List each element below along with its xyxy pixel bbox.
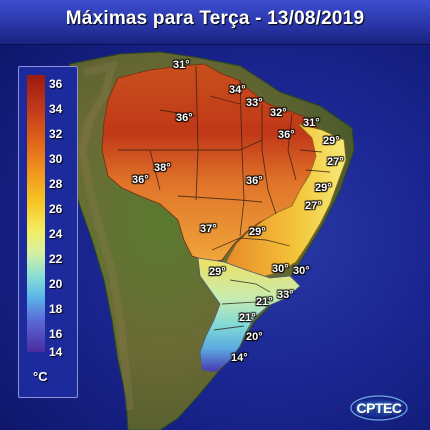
temperature-label: 14° [231, 352, 248, 364]
temperature-label: 21° [239, 312, 256, 324]
legend-tick: 14 [49, 345, 63, 359]
legend-tick: 20 [49, 277, 63, 291]
temperature-label: 29° [249, 226, 266, 238]
temperature-label: 36° [176, 112, 193, 124]
temperature-label: 27° [327, 156, 344, 168]
state-borders [118, 65, 331, 331]
legend-tick: 30 [49, 152, 63, 166]
temperature-label: 20° [246, 331, 263, 343]
temperature-label: 36° [246, 175, 263, 187]
temperature-label: 32° [270, 107, 287, 119]
title-bar [0, 0, 430, 45]
legend-tick: 18 [49, 302, 63, 316]
legend-tick: 16 [49, 327, 63, 341]
temperature-label: 30° [293, 265, 310, 277]
legend-tick: 22 [49, 252, 63, 266]
temperature-label: 30° [272, 263, 289, 275]
temperature-label: 31° [173, 59, 190, 71]
temperature-label: 34° [229, 84, 246, 96]
temperature-legend: 36 34 32 30 28 26 24 22 20 18 16 14 °C [18, 66, 78, 398]
color-scale-bar [27, 75, 45, 352]
temperature-label: 27° [305, 200, 322, 212]
temperature-label: 36° [278, 129, 295, 141]
temperature-label: 29° [209, 266, 226, 278]
legend-tick: 34 [49, 102, 63, 116]
map-title: Máximas para Terça - 13/08/2019 [65, 8, 365, 29]
region-south-cool [197, 257, 301, 373]
andes-ridge [77, 60, 134, 411]
logo-text: CPTEC [356, 400, 402, 416]
temperature-label: 36° [132, 174, 149, 186]
temperature-label: 37° [200, 223, 217, 235]
legend-tick: 32 [49, 127, 63, 141]
temperature-label: 21° [256, 296, 273, 308]
legend-tick: 24 [49, 227, 63, 241]
legend-tick: 28 [49, 177, 63, 191]
temperature-label: 29° [315, 182, 332, 194]
legend-unit: °C [33, 369, 48, 384]
temperature-label: 33° [277, 289, 294, 301]
temperature-label: 29° [323, 135, 340, 147]
temperature-label: 31° [303, 117, 320, 129]
temperature-label: 38° [154, 162, 171, 174]
temperature-label: 33° [246, 97, 263, 109]
legend-tick: 36 [49, 77, 63, 91]
cptec-logo-icon: CPTEC [350, 394, 408, 422]
legend-tick: 26 [49, 202, 63, 216]
